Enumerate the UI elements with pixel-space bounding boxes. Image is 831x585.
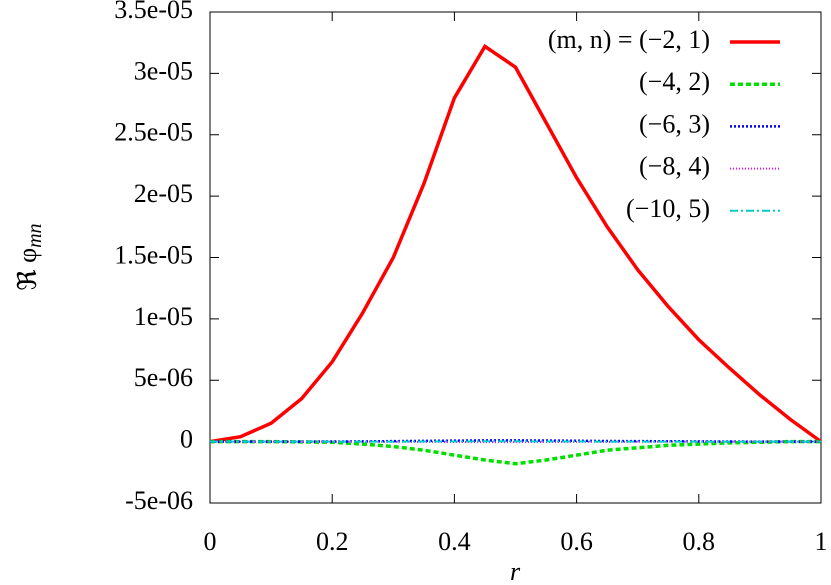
legend-label: (−10, 5) (626, 194, 710, 223)
y-axis-label-main: ℜ φ (13, 248, 42, 291)
y-tick-label: 1.5e-05 (114, 240, 193, 269)
legend-label: (−4, 2) (639, 67, 710, 96)
series-line (209, 43, 823, 444)
x-tick-label: 1 (815, 527, 828, 556)
x-tick-label: 0 (204, 527, 217, 556)
legend-label: (m, n) = (−2, 1) (548, 25, 710, 54)
y-axis-label: ℜ φmn (13, 223, 46, 290)
x-tick-label: 0.2 (316, 527, 349, 556)
y-tick-label: 2.5e-05 (114, 118, 193, 147)
x-tick-label: 0.6 (560, 527, 593, 556)
y-tick-label: 3e-05 (134, 56, 193, 85)
y-tick-label: 0 (180, 425, 193, 454)
y-tick-label: 2e-05 (134, 179, 193, 208)
legend-label: (−8, 4) (639, 152, 710, 181)
x-tick-label: 0.8 (683, 527, 716, 556)
x-tick-label: 0.4 (438, 527, 471, 556)
legend-label: (−6, 3) (639, 109, 710, 138)
x-axis-label: r (510, 557, 521, 585)
y-tick-label: 5e-06 (134, 363, 193, 392)
y-tick-label: -5e-06 (125, 486, 193, 515)
y-tick-label: 3.5e-05 (114, 0, 193, 24)
y-tick-label: 1e-05 (134, 302, 193, 331)
y-axis-label-subscript: mn (24, 223, 46, 247)
series-line (210, 439, 821, 466)
plot-border (209, 11, 822, 504)
